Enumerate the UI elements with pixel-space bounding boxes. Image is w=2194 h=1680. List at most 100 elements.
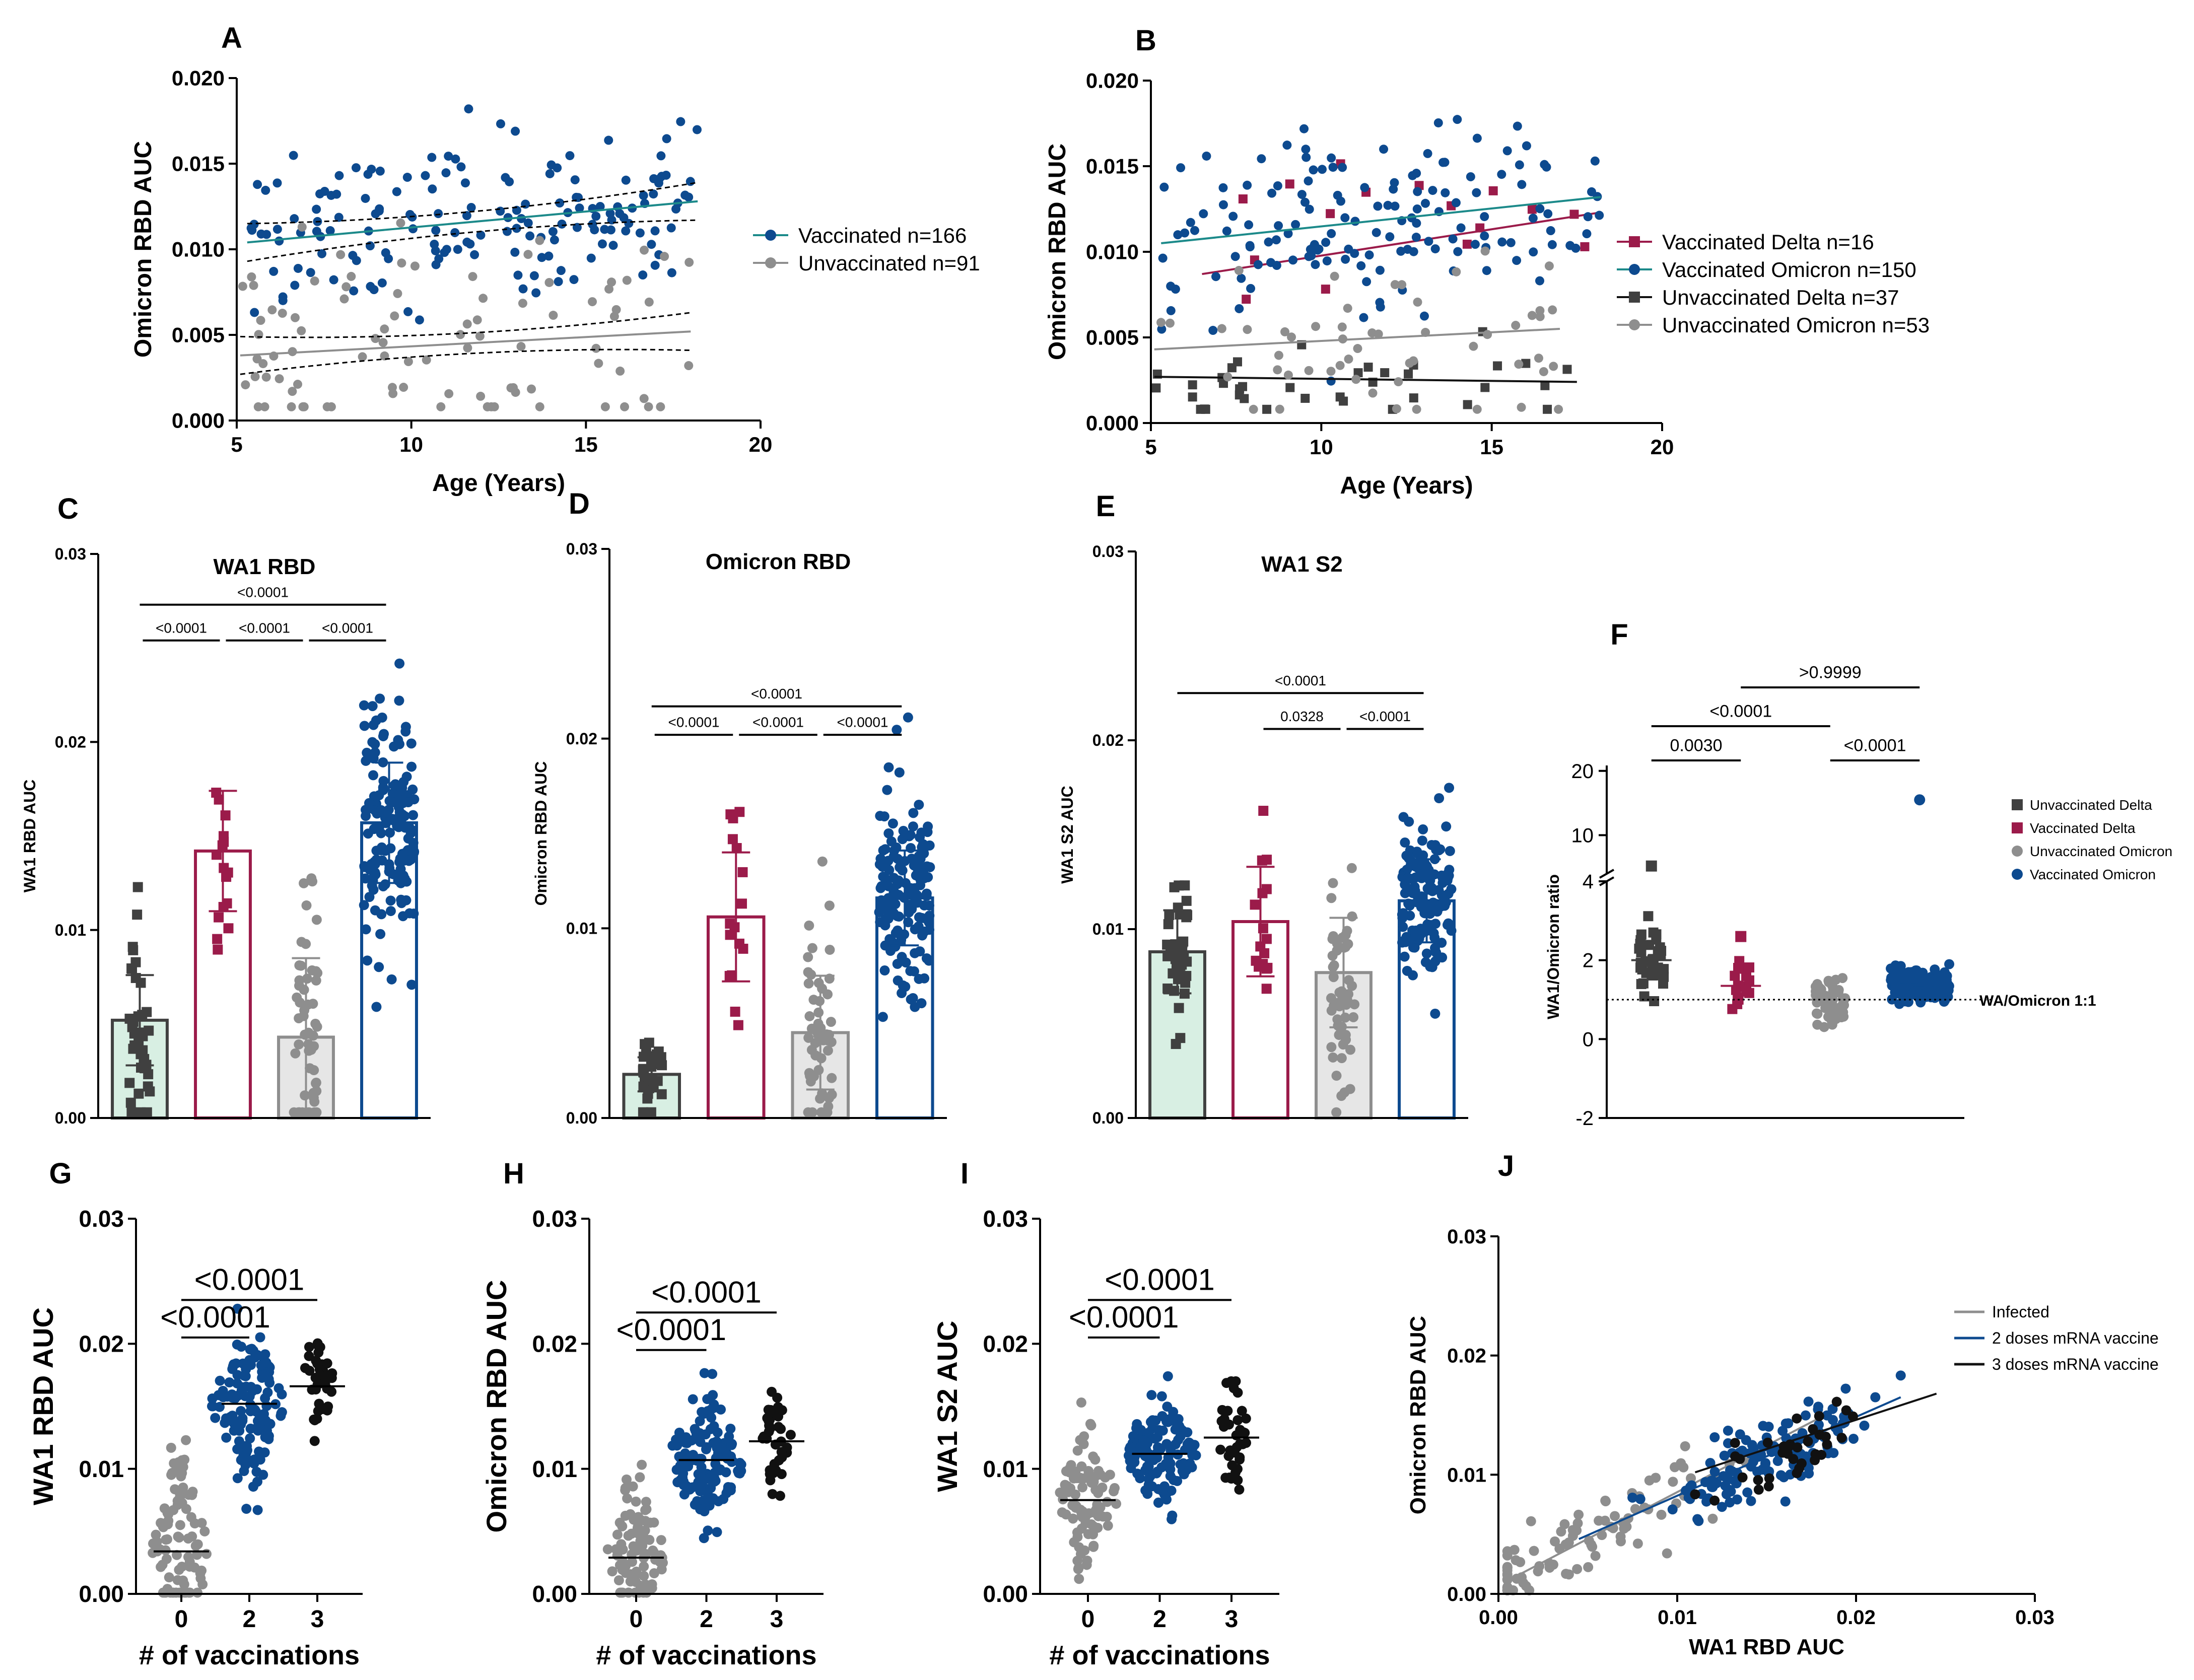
data-point bbox=[1804, 1468, 1814, 1479]
data-point bbox=[727, 834, 738, 845]
data-point bbox=[565, 151, 575, 161]
y-tick-label: 0.01 bbox=[1447, 1464, 1486, 1486]
data-point bbox=[1777, 1426, 1788, 1436]
data-point bbox=[1567, 1525, 1578, 1535]
data-point bbox=[374, 790, 384, 801]
group-unvaccinated-delta bbox=[1148, 880, 1206, 1119]
y-tick-label: 0.02 bbox=[1447, 1345, 1486, 1367]
data-point bbox=[1079, 1431, 1089, 1442]
data-point bbox=[1438, 158, 1448, 167]
data-point bbox=[249, 281, 258, 290]
data-point bbox=[908, 821, 918, 832]
data-point bbox=[724, 970, 735, 981]
legend-marker bbox=[1629, 236, 1640, 247]
data-point bbox=[387, 383, 397, 392]
data-point bbox=[1288, 255, 1298, 265]
data-point bbox=[1437, 873, 1448, 883]
data-point bbox=[1408, 171, 1417, 180]
data-point bbox=[650, 226, 660, 236]
data-point bbox=[374, 206, 384, 216]
data-point bbox=[1763, 1422, 1774, 1432]
regression-line bbox=[1161, 196, 1601, 244]
data-point bbox=[609, 312, 619, 321]
regression-line bbox=[1578, 1396, 1901, 1540]
data-point bbox=[359, 900, 369, 911]
data-point bbox=[311, 1078, 321, 1089]
data-point bbox=[570, 175, 580, 185]
data-point bbox=[1848, 1433, 1859, 1444]
confidence-band bbox=[240, 312, 691, 338]
data-point bbox=[401, 895, 412, 905]
data-point bbox=[1643, 911, 1654, 922]
group-vaccinated-delta bbox=[1721, 931, 1761, 1014]
data-point bbox=[289, 1107, 299, 1117]
data-point bbox=[1328, 1052, 1338, 1063]
data-point bbox=[1466, 172, 1475, 181]
data-point bbox=[1141, 1444, 1151, 1455]
data-point bbox=[607, 277, 616, 287]
data-point bbox=[623, 1530, 634, 1541]
data-point bbox=[1814, 1411, 1824, 1421]
data-point bbox=[1241, 1413, 1251, 1424]
data-point bbox=[263, 1431, 274, 1441]
data-point bbox=[906, 843, 916, 853]
data-point bbox=[1076, 1397, 1086, 1408]
data-point bbox=[555, 198, 565, 208]
data-point bbox=[1090, 1485, 1101, 1495]
data-point bbox=[1517, 402, 1526, 412]
data-point bbox=[1472, 188, 1481, 197]
data-point bbox=[737, 867, 748, 877]
data-point bbox=[1188, 380, 1197, 390]
data-point bbox=[1600, 1495, 1611, 1506]
y-tick-label: 0.00 bbox=[79, 1581, 124, 1607]
data-point bbox=[1385, 232, 1395, 242]
group-vaccinated-omicron bbox=[1397, 783, 1457, 1119]
data-point bbox=[690, 1499, 700, 1510]
data-point bbox=[707, 1369, 718, 1379]
data-point bbox=[1167, 1510, 1178, 1521]
data-point bbox=[1836, 1432, 1847, 1443]
y-tick-label: 0 bbox=[1583, 1028, 1594, 1051]
data-point bbox=[259, 1369, 270, 1380]
data-point bbox=[1535, 306, 1545, 315]
data-point bbox=[1678, 1462, 1689, 1473]
data-point bbox=[1497, 170, 1506, 179]
data-point bbox=[1709, 1432, 1720, 1443]
y-tick-label: 0.00 bbox=[1447, 1583, 1486, 1605]
data-point bbox=[595, 201, 605, 211]
data-point bbox=[623, 1587, 634, 1598]
data-point bbox=[309, 1096, 320, 1107]
data-point bbox=[1535, 276, 1544, 286]
data-point bbox=[1413, 297, 1422, 307]
data-point bbox=[133, 1088, 144, 1099]
data-point bbox=[1434, 793, 1445, 804]
data-point bbox=[375, 166, 385, 176]
data-point bbox=[359, 721, 370, 731]
data-point bbox=[1841, 1405, 1852, 1416]
y-tick-label: 0.010 bbox=[1086, 240, 1139, 264]
data-point bbox=[1157, 1486, 1168, 1496]
data-point bbox=[1328, 972, 1339, 983]
data-point bbox=[1188, 392, 1197, 402]
data-point bbox=[1788, 1454, 1799, 1464]
data-point bbox=[311, 975, 321, 986]
data-point bbox=[132, 909, 143, 920]
data-point bbox=[591, 212, 601, 221]
data-point bbox=[548, 227, 558, 236]
data-point bbox=[1093, 1465, 1104, 1476]
data-point bbox=[1448, 234, 1458, 244]
data-point bbox=[1171, 285, 1180, 294]
data-point bbox=[1424, 237, 1433, 246]
regression-line bbox=[1154, 328, 1560, 351]
data-point bbox=[1502, 1569, 1513, 1579]
outlier-point bbox=[1914, 794, 1926, 806]
data-point bbox=[631, 1496, 641, 1507]
data-point bbox=[311, 915, 322, 925]
data-point bbox=[502, 227, 512, 236]
data-point bbox=[1132, 1419, 1142, 1429]
data-point bbox=[1157, 324, 1167, 334]
data-point bbox=[918, 839, 928, 850]
data-point bbox=[1400, 888, 1410, 898]
data-point bbox=[151, 1529, 161, 1540]
data-point bbox=[556, 266, 566, 275]
